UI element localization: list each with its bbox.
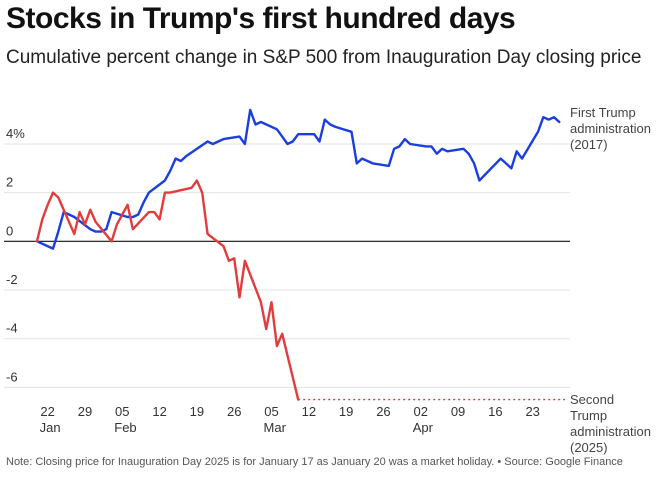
series-label-2025: Second Trump administration (2025) — [570, 392, 651, 455]
y-tick-label: 2 — [6, 175, 13, 190]
y-tick-label: -4 — [6, 321, 18, 336]
x-axis-month-labels: Jan Feb Mar Apr — [40, 420, 434, 435]
series-line-2025 — [35, 179, 300, 401]
series-labels: First Trump administration (2017) Second Tru… — [570, 105, 651, 455]
x-tick-label: 19 — [339, 404, 353, 419]
x-tick-label: 09 — [451, 404, 465, 419]
y-tick-label: -6 — [6, 369, 18, 384]
x-tick-label: 16 — [488, 404, 502, 419]
x-tick-label: 12 — [152, 404, 166, 419]
y-tick-label: -2 — [6, 272, 18, 287]
x-month-label: Feb — [114, 420, 136, 435]
x-tick-label: 05 — [115, 404, 129, 419]
chart-title: Stocks in Trump's first hundred days — [6, 2, 516, 35]
x-month-label: Apr — [413, 420, 434, 435]
x-tick-label: 19 — [190, 404, 204, 419]
series-lines — [35, 108, 565, 401]
x-tick-label: 05 — [264, 404, 278, 419]
x-tick-label: 22 — [40, 404, 54, 419]
x-month-label: Mar — [264, 420, 287, 435]
x-tick-label: 26 — [227, 404, 241, 419]
y-tick-label: 4% — [6, 126, 25, 141]
source-note: Note: Closing price for Inauguration Day… — [6, 456, 623, 468]
x-tick-label: 02 — [414, 404, 428, 419]
x-tick-label: 29 — [78, 404, 92, 419]
y-tick-label: 0 — [6, 223, 13, 238]
x-month-label: Jan — [40, 420, 61, 435]
x-tick-label: 12 — [302, 404, 316, 419]
series-label-2017: First Trump administration (2017) — [570, 105, 651, 152]
x-axis-tick-labels: 22 29 05 12 19 26 05 12 19 26 02 09 16 23 — [40, 404, 539, 419]
chart-subtitle: Cumulative percent change in S&P 500 fro… — [6, 47, 642, 68]
x-tick-label: 26 — [376, 404, 390, 419]
x-tick-label: 23 — [525, 404, 539, 419]
y-axis-tick-labels: -6 -4 -2 0 2 4% — [6, 126, 25, 384]
